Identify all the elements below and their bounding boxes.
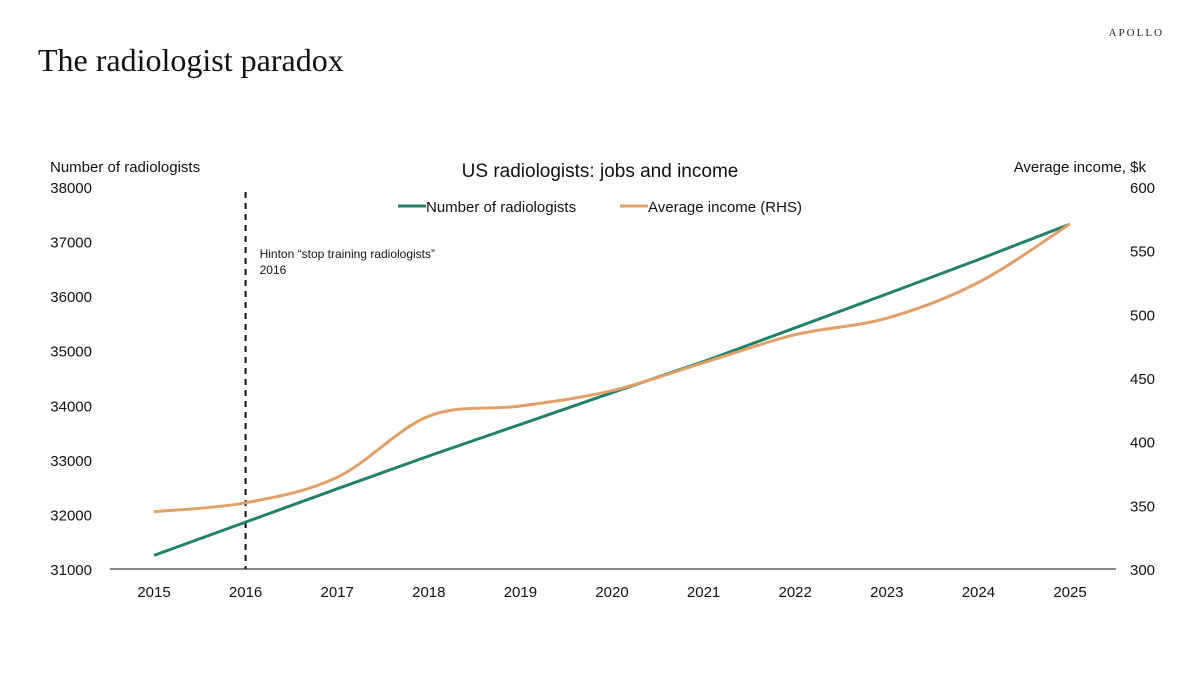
x-tick-label: 2016 <box>229 584 262 601</box>
series-line-income <box>153 222 1071 514</box>
page-title: The radiologist paradox <box>38 42 344 78</box>
x-tick-label: 2021 <box>687 584 720 601</box>
x-tick-label: 2017 <box>321 584 354 601</box>
x-tick-label: 2023 <box>870 584 903 601</box>
series-line-jobs <box>153 222 1071 557</box>
x-tick-label: 2018 <box>412 584 445 601</box>
left-axis-label: Number of radiologists <box>50 159 200 176</box>
right-tick-label: 300 <box>1130 562 1155 579</box>
right-tick-label: 450 <box>1130 371 1155 388</box>
x-tick-label: 2015 <box>137 584 170 601</box>
left-axis-ticks: 31000 32000 33000 34000 35000 36000 37000 38000 <box>50 180 92 579</box>
left-tick-label: 38000 <box>50 180 92 197</box>
x-tick-label: 2025 <box>1053 584 1086 601</box>
annotation-year: 2016 <box>260 263 287 277</box>
right-tick-label: 550 <box>1130 244 1155 261</box>
left-tick-label: 34000 <box>50 398 92 415</box>
brand-logo: APOLLO <box>1108 27 1164 39</box>
left-tick-label: 35000 <box>50 344 92 361</box>
right-tick-label: 400 <box>1130 435 1155 452</box>
right-tick-label: 350 <box>1130 498 1155 515</box>
chart-title: US radiologists: jobs and income <box>462 161 739 182</box>
legend-label-income: Average income (RHS) <box>648 199 802 216</box>
right-tick-label: 500 <box>1130 307 1155 324</box>
left-tick-label: 33000 <box>50 453 92 470</box>
right-tick-label: 600 <box>1130 180 1155 197</box>
left-tick-label: 32000 <box>50 507 92 524</box>
legend-label-jobs: Number of radiologists <box>426 199 576 216</box>
right-axis-ticks: 300 350 400 450 500 550 600 <box>1130 180 1155 579</box>
annotation-label: Hinton “stop training radiologists” <box>260 247 435 261</box>
x-tick-label: 2024 <box>962 584 995 601</box>
x-tick-label: 2022 <box>779 584 812 601</box>
left-tick-label: 36000 <box>50 289 92 306</box>
legend: Number of radiologists Average income (R… <box>398 199 802 216</box>
x-tick-label: 2019 <box>504 584 537 601</box>
left-tick-label: 37000 <box>50 235 92 252</box>
x-tick-label: 2020 <box>595 584 628 601</box>
right-axis-label: Average income, $k <box>1014 159 1147 176</box>
x-axis-ticks: 2015 2016 2017 2018 2019 2020 2021 2022 2023 2024… <box>137 584 1086 601</box>
left-tick-label: 31000 <box>50 562 92 579</box>
